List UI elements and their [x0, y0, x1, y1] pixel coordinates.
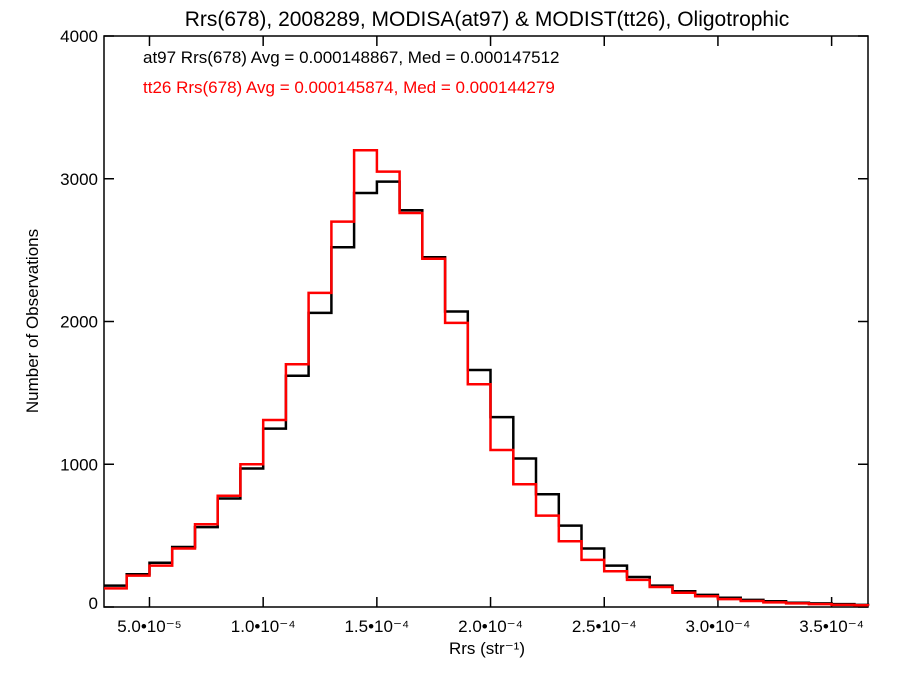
x-tick-label: 5.0•10⁻⁵ — [117, 617, 182, 636]
y-tick-label: 3000 — [60, 170, 98, 189]
y-axis-label: Number of Observations — [23, 229, 42, 413]
legend-at97: at97 Rrs(678) Avg = 0.000148867, Med = 0… — [143, 48, 560, 67]
x-tick-label: 1.0•10⁻⁴ — [231, 617, 296, 636]
histogram-series-at97 — [104, 180, 870, 607]
y-axis-ticks: 0 1000 2000 3000 4000 — [60, 27, 868, 613]
legend-tt26: tt26 Rrs(678) Avg = 0.000145874, Med = 0… — [143, 78, 555, 97]
y-tick-label: 4000 — [60, 27, 98, 46]
x-axis-ticks: 5.0•10⁻⁵ 1.0•10⁻⁴ 1.5•10⁻⁴ 2.0•10⁻⁴ 2.5•10⁻⁴… — [117, 36, 864, 636]
x-tick-label: 3.5•10⁻⁴ — [799, 617, 864, 636]
x-tick-label: 1.5•10⁻⁴ — [344, 617, 409, 636]
chart-title: Rrs(678), 2008289, MODISA(at97) & MODIST… — [185, 8, 790, 31]
x-tick-label: 2.5•10⁻⁴ — [572, 617, 637, 636]
series-layer — [104, 148, 870, 607]
y-tick-label: 2000 — [60, 313, 98, 332]
x-axis-label: Rrs (str⁻¹) — [449, 639, 525, 658]
x-tick-label: 2.0•10⁻⁴ — [458, 617, 523, 636]
y-tick-label: 1000 — [60, 455, 98, 474]
histogram-series-tt26 — [104, 148, 870, 607]
y-tick-label: 0 — [89, 594, 98, 613]
x-tick-label: 3.0•10⁻⁴ — [686, 617, 751, 636]
